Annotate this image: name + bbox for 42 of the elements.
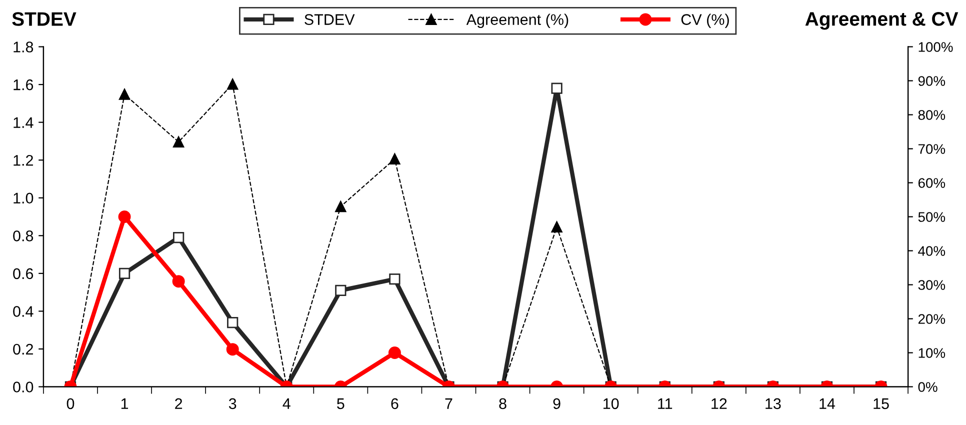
legend-label: Agreement (%)	[466, 14, 568, 28]
x-tick-label: 14	[820, 398, 836, 409]
x-tick-label: 3	[228, 398, 236, 410]
y2-axis-title: Agreement & CV	[805, 12, 958, 30]
y2-tick-label: 100%	[918, 42, 953, 52]
x-tick-label: 12	[712, 398, 727, 409]
y2-tick-label: 80%	[918, 110, 946, 120]
y-tick-label: 0.4	[13, 306, 34, 317]
y2-tick-label: 30%	[918, 280, 946, 290]
y-tick-label: 1.6	[14, 79, 34, 90]
y-tick-label: 0.6	[13, 268, 34, 280]
y2-tick-label: 40%	[918, 246, 946, 256]
x-tick-label: 13	[766, 398, 781, 410]
y-tick-label: 1.8	[14, 42, 34, 52]
y2-tick-label: 60%	[918, 178, 946, 188]
x-tick-label: 0	[66, 398, 74, 410]
y-tick-label: 0.0	[13, 382, 34, 392]
y2-tick-label: 50%	[918, 212, 946, 222]
x-tick-label: 1	[121, 398, 128, 409]
legend-label: STDEV	[304, 14, 355, 25]
x-tick-label: 9	[553, 398, 560, 410]
y-tick-label: 1.0	[14, 192, 34, 204]
x-tick-label: 4	[282, 398, 290, 409]
y2-tick-label: 20%	[918, 314, 946, 324]
y-axis-title: STDEV	[12, 12, 76, 26]
legend-label: CV (%)	[681, 14, 729, 28]
x-tick-label: 10	[604, 398, 619, 410]
x-tick-label: 5	[337, 398, 344, 410]
x-tick-label: 6	[391, 398, 398, 410]
y-tick-label: 0.2	[13, 344, 33, 355]
x-tick-label: 15	[874, 398, 889, 410]
y2-tick-label: 90%	[918, 76, 946, 86]
y2-tick-label: 70%	[918, 144, 946, 154]
y2-tick-label: 0%	[918, 382, 938, 392]
x-tick-label: 2	[175, 398, 182, 409]
y-tick-label: 0.8	[13, 230, 34, 242]
y-tick-label: 1.2	[14, 154, 33, 166]
y-tick-label: 1.4	[14, 117, 34, 128]
x-tick-label: 7	[445, 398, 452, 409]
y2-tick-label: 10%	[918, 348, 946, 358]
x-tick-label: 11	[658, 398, 672, 409]
x-tick-label: 8	[499, 398, 506, 410]
